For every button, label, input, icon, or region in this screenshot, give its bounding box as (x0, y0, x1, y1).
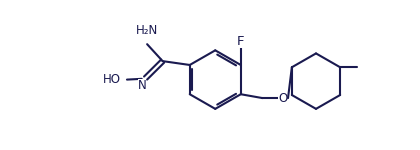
Text: N: N (138, 79, 146, 92)
Text: H₂N: H₂N (136, 24, 158, 37)
Text: O: O (278, 92, 287, 105)
Text: F: F (237, 35, 244, 48)
Text: HO: HO (103, 73, 121, 86)
